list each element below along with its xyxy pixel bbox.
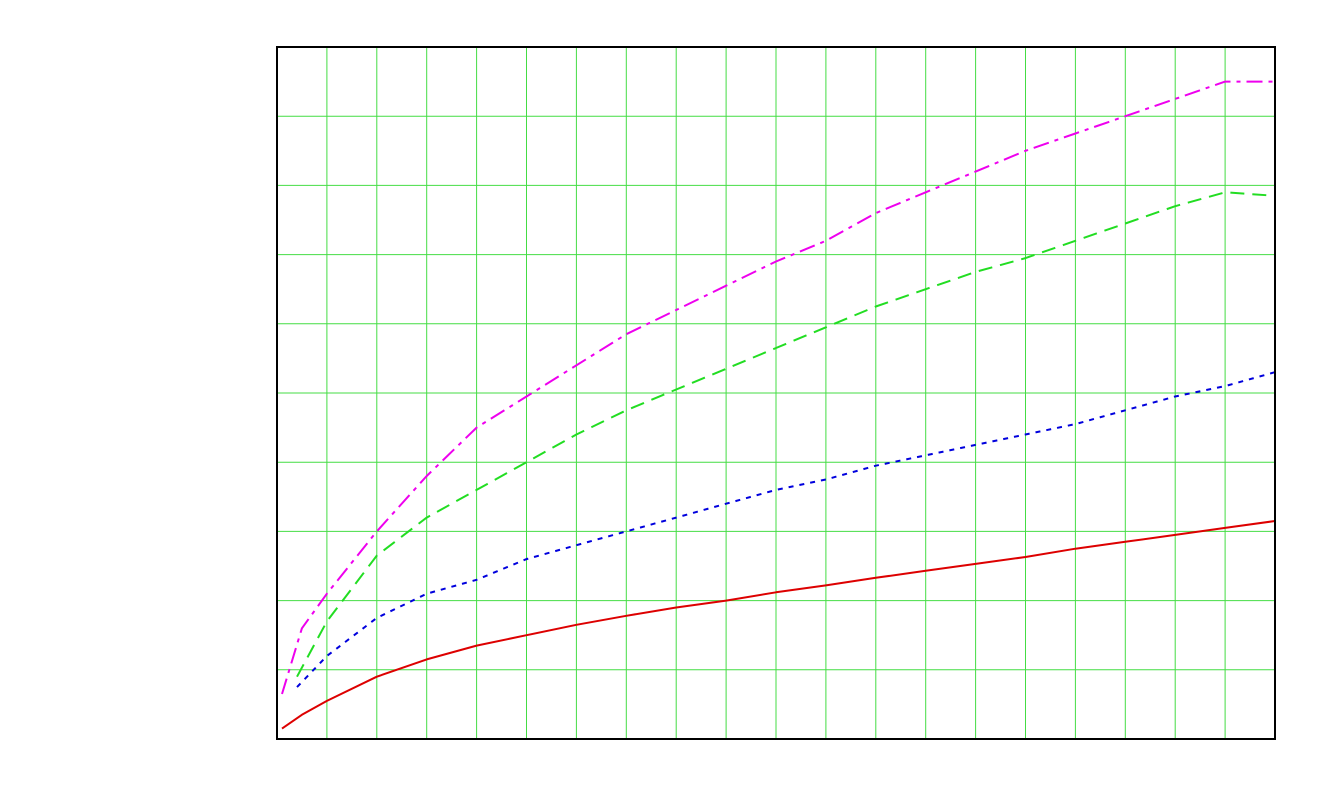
series-layer: [281, 80, 1276, 730]
series-line-4: [281, 80, 1275, 695]
grid: [277, 47, 1275, 739]
series-line-1: [281, 520, 1276, 730]
series-line-2: [296, 371, 1276, 688]
plot-frame: [276, 46, 1276, 740]
series-line-3: [296, 191, 1276, 678]
